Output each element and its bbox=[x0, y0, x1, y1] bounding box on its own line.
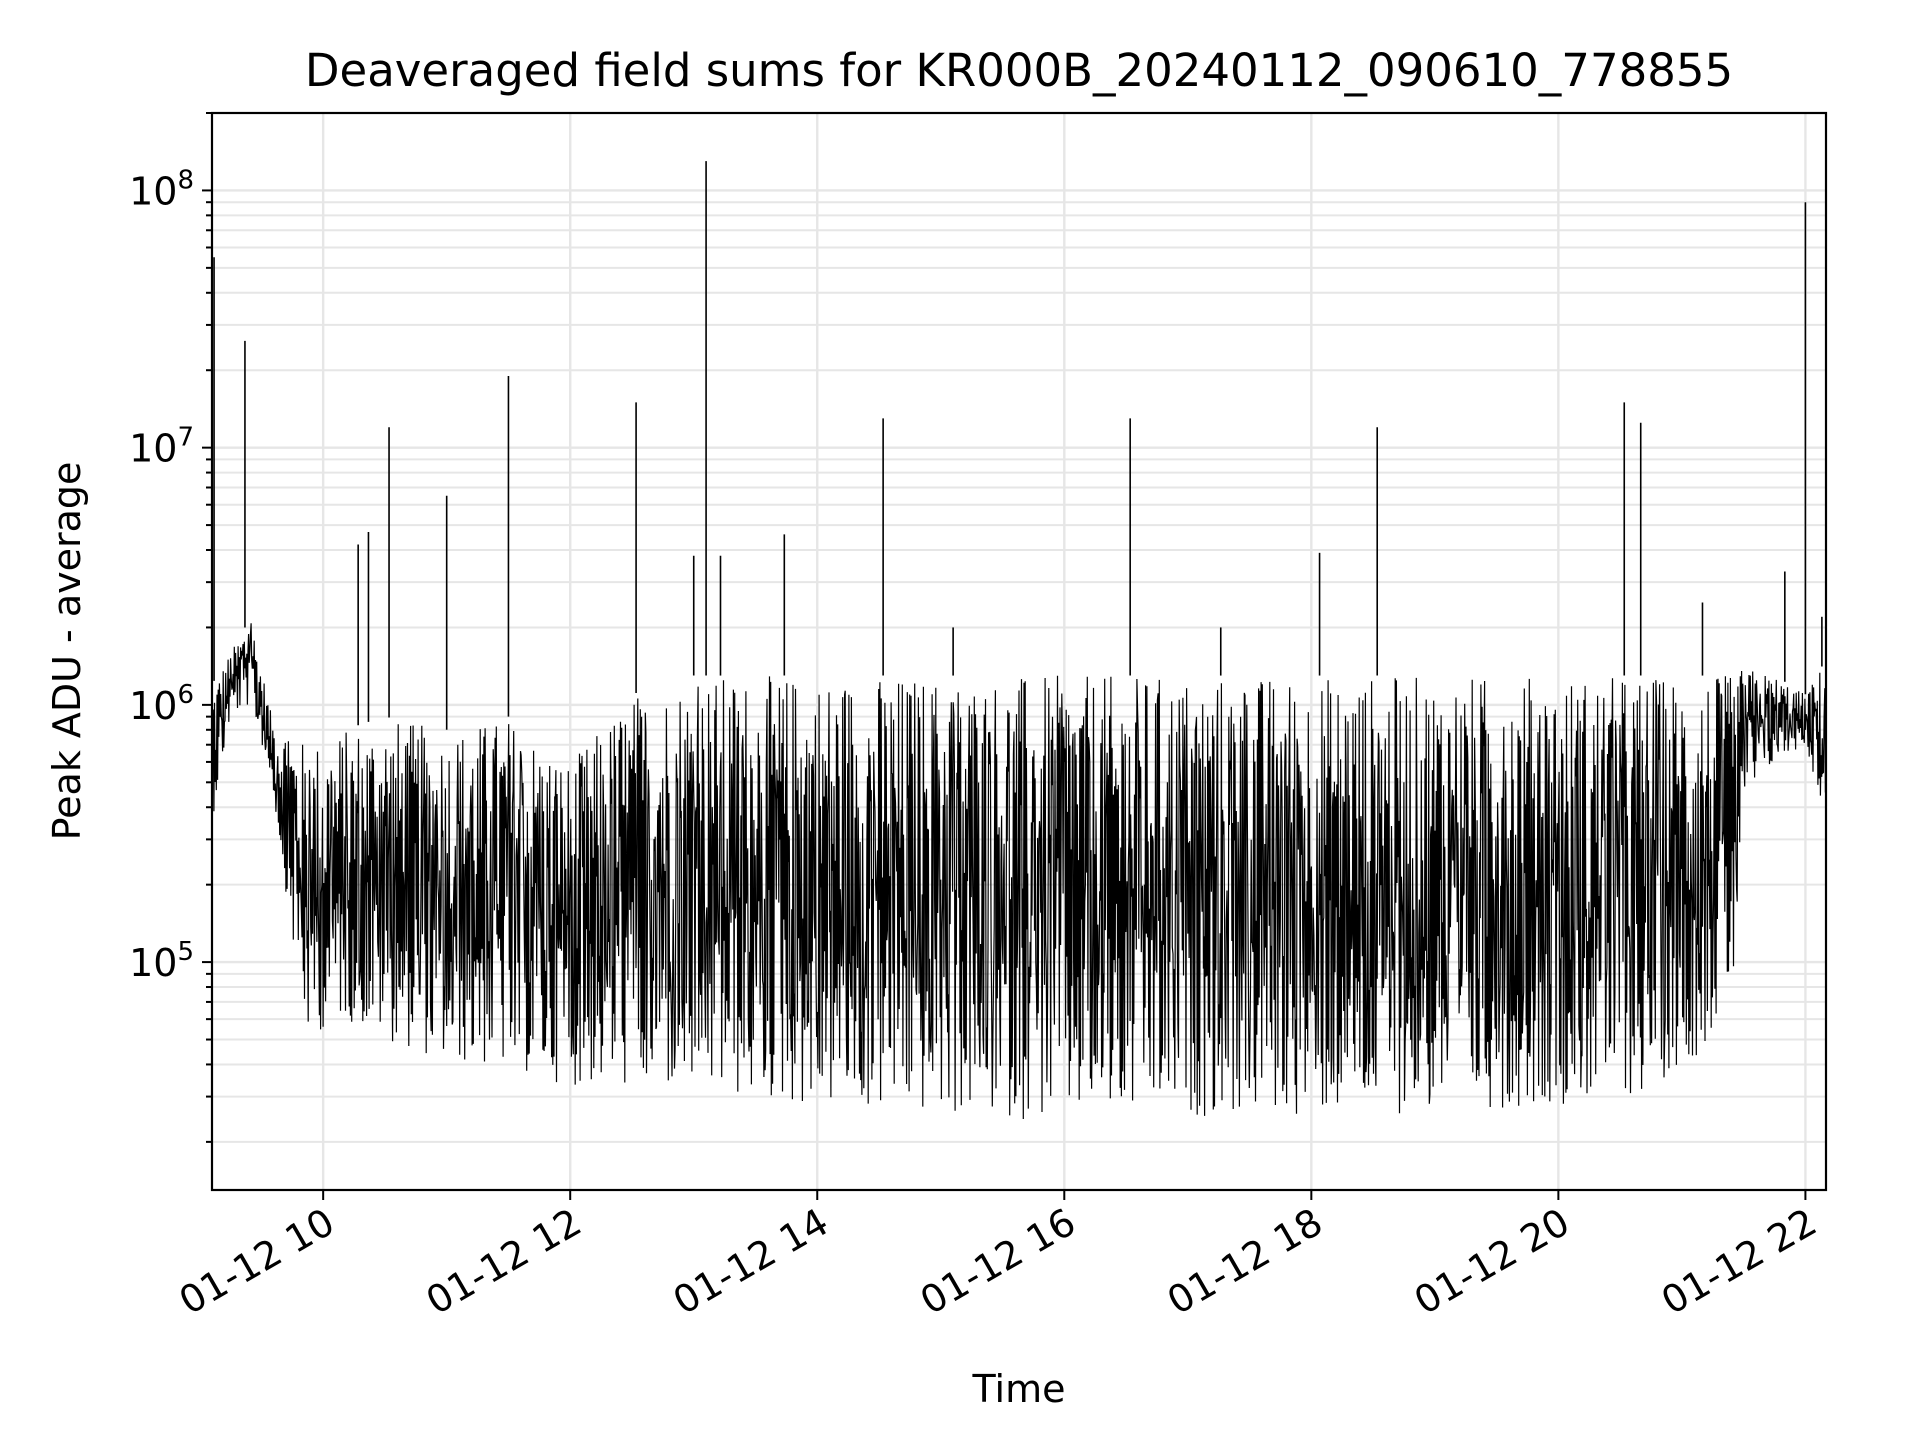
y-axis: 105 106 107 108 bbox=[129, 112, 212, 1143]
chart-title: Deaveraged field sums for KR000B_2024011… bbox=[305, 44, 1733, 97]
plot-area bbox=[211, 161, 1827, 1120]
y-tick-label: 105 bbox=[129, 937, 194, 985]
y-tick-label: 107 bbox=[129, 423, 194, 471]
y-axis-label: Peak ADU - average bbox=[45, 462, 89, 841]
x-axis-label: Time bbox=[972, 1367, 1066, 1411]
y-tick-label: 106 bbox=[129, 680, 194, 728]
series-line bbox=[211, 623, 1827, 1120]
y-tick-label: 108 bbox=[129, 165, 194, 213]
axes-frame bbox=[210, 111, 1828, 1192]
